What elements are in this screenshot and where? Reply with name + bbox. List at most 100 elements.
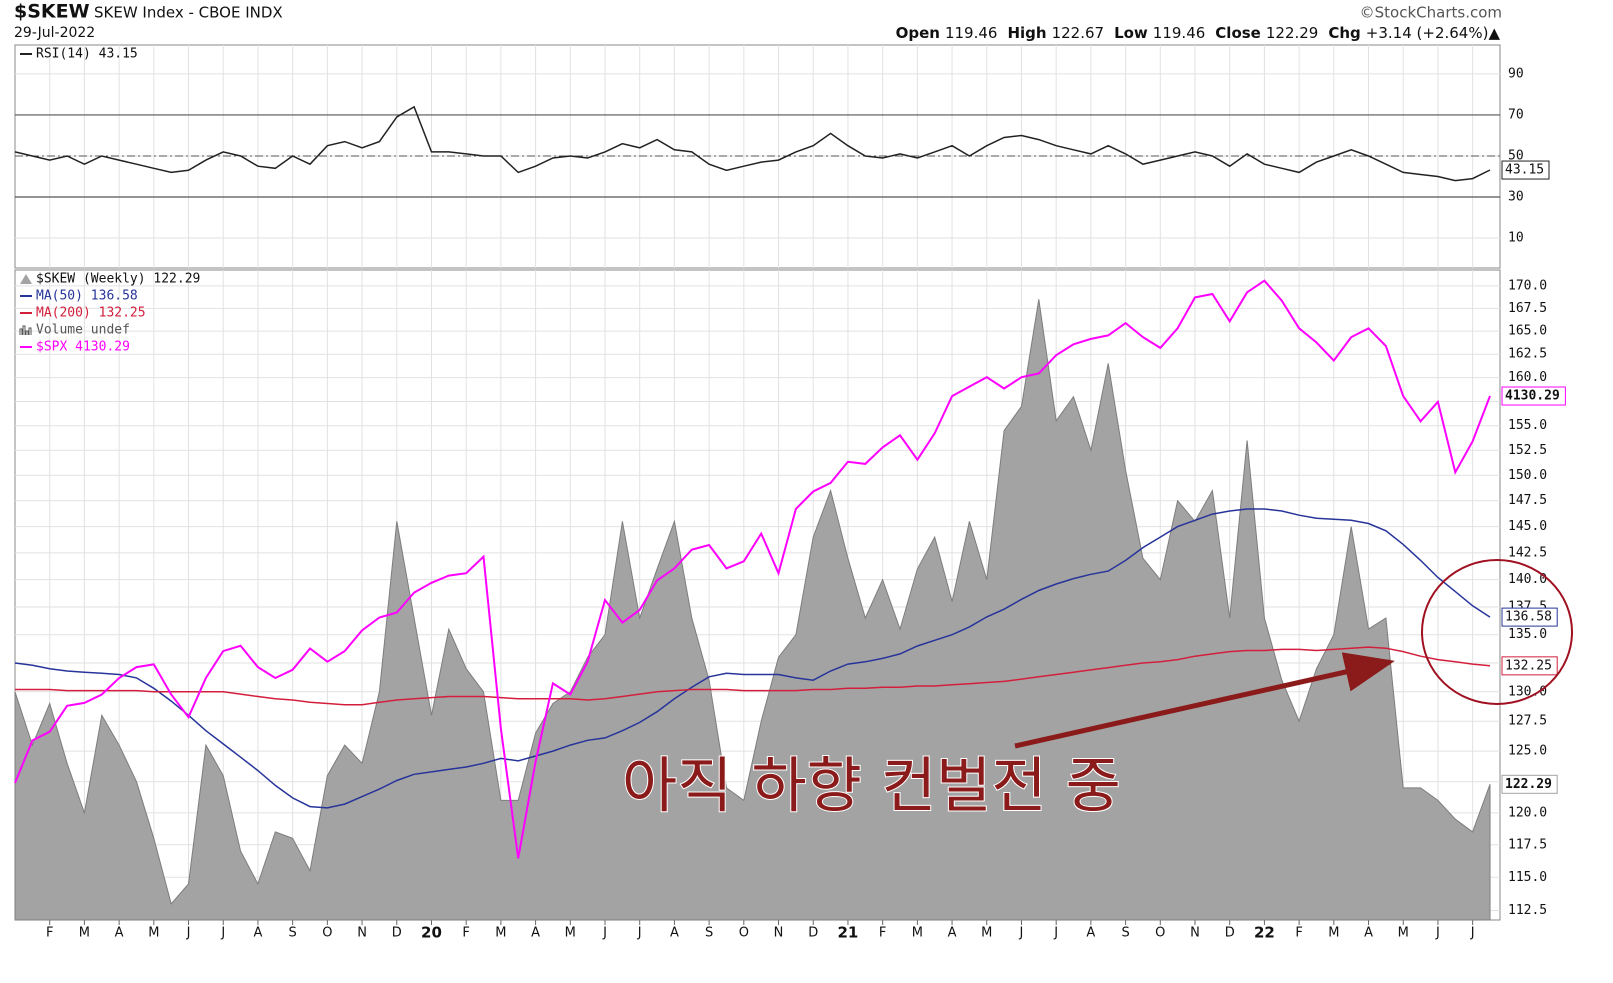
rsi-panel: [14, 44, 1501, 269]
legend-label: Volume undef: [36, 323, 130, 338]
y-tick-label: 160.0: [1508, 370, 1547, 385]
x-tick-label: J: [1053, 926, 1058, 941]
x-tick-label: S: [289, 926, 297, 941]
x-tick-label: J: [1470, 926, 1475, 941]
area: [14, 299, 1491, 921]
last-value-box: [1501, 656, 1558, 676]
x-tick-label: M: [565, 926, 576, 941]
y-tick-label: 135.0: [1508, 627, 1547, 642]
y-tick-label: 10: [1508, 231, 1524, 246]
quote-label: Chg: [1328, 24, 1360, 42]
x-tick-label: J: [637, 926, 642, 941]
x-tick-label: J: [186, 926, 191, 941]
x-tick-label: A: [1364, 926, 1373, 941]
arrow: [1014, 652, 1395, 749]
x-tick-label: M: [495, 926, 506, 941]
quote-value: 119.46: [945, 24, 998, 42]
x-tick-label: N: [774, 926, 784, 941]
y-tick-label: 147.5: [1508, 493, 1547, 508]
x-tick-label: D: [1225, 926, 1235, 941]
quote-label: Close: [1215, 24, 1261, 42]
x-tick-label: N: [1190, 926, 1200, 941]
y-tick-label: 162.5: [1508, 347, 1547, 362]
y-tick-label: 30: [1508, 190, 1524, 205]
x-tick-label: J: [602, 926, 607, 941]
last-value-box: [1501, 160, 1550, 180]
quote: Open 119.46 High 122.67 Low 119.46 Close 122.29…: [896, 24, 1501, 42]
x-tick-label: F: [1295, 926, 1302, 941]
last-value-label: 132.25: [1505, 658, 1552, 673]
y-tick-label: 155.0: [1508, 418, 1547, 433]
quote-label: Open: [896, 24, 940, 42]
x-tick-label: A: [670, 926, 679, 941]
legend-label: $SKEW (Weekly) 122.29: [36, 272, 200, 287]
y-tick-label: 167.5: [1508, 301, 1547, 316]
legend-label: RSI(14) 43.15: [36, 47, 138, 62]
x-tick-label: O: [739, 926, 749, 941]
line: [15, 646, 1491, 706]
x-tick-label: M: [1398, 926, 1409, 941]
legend-icon: [19, 325, 32, 335]
line: [14, 105, 1491, 182]
circle: [1421, 559, 1573, 705]
annotation: 아직 하향 컨벌전 중: [622, 752, 1121, 822]
line: [14, 279, 1491, 859]
x-tick-label: M: [148, 926, 159, 941]
x-tick-label: 22: [1254, 924, 1275, 942]
y-tick-label: 165.0: [1508, 324, 1547, 339]
x-tick-label: A: [531, 926, 540, 941]
y-tick-label: 170.0: [1508, 278, 1547, 293]
legend-icon: [20, 274, 32, 284]
last-value-label: 122.29: [1505, 777, 1552, 792]
last-value-box: [1501, 774, 1558, 794]
y-tick-label: 117.5: [1508, 837, 1547, 852]
y-tick-label: 130.0: [1508, 684, 1547, 699]
last-value-box: [1501, 607, 1558, 627]
y-tick-label: 90: [1508, 66, 1524, 81]
last-value-label: 43.15: [1505, 163, 1544, 178]
x-tick-label: S: [1121, 926, 1129, 941]
y-tick-label: 145.0: [1508, 519, 1547, 534]
y-tick-label: 125.0: [1508, 744, 1547, 759]
x-tick-label: M: [912, 926, 923, 941]
x-tick-label: A: [1086, 926, 1095, 941]
legend-label: $SPX 4130.29: [36, 340, 130, 355]
y-tick-label: 152.5: [1508, 443, 1547, 458]
y-tick-label: 140.0: [1508, 572, 1547, 587]
last-value-box: [1501, 386, 1566, 406]
quote-value: +3.14 (+2.64%)▲: [1366, 24, 1501, 42]
source: ©StockCharts.com: [1360, 4, 1502, 22]
quote-label: Low: [1114, 24, 1148, 42]
y-tick-label: 115.0: [1508, 870, 1547, 885]
y-tick-label: 150.0: [1508, 468, 1547, 483]
y-tick-label: 70: [1508, 107, 1524, 122]
quote-value: 122.67: [1052, 24, 1105, 42]
x-tick-label: S: [705, 926, 713, 941]
x-tick-label: J: [220, 926, 225, 941]
line: [14, 508, 1491, 809]
quote-value: 119.46: [1153, 24, 1206, 42]
symbol: $SKEW: [14, 1, 90, 23]
y-tick-label: 142.5: [1508, 545, 1547, 560]
quote-value: 122.29: [1266, 24, 1319, 42]
symbol-name: SKEW Index - CBOE INDX: [94, 4, 283, 22]
x-tick-label: J: [1019, 926, 1024, 941]
last-value-label: 136.58: [1505, 610, 1552, 625]
x-tick-label: F: [879, 926, 886, 941]
legend-label: MA(200) 132.25: [36, 306, 146, 321]
x-tick-label: N: [357, 926, 367, 941]
date: 29-Jul-2022: [14, 25, 95, 41]
last-value-label: 4130.29: [1505, 389, 1560, 404]
y-tick-label: 50: [1508, 148, 1524, 163]
x-tick-label: J: [1435, 926, 1440, 941]
x-tick-label: 20: [421, 924, 442, 942]
quote-label: High: [1007, 24, 1046, 42]
y-tick-label: 127.5: [1508, 714, 1547, 729]
x-tick-label: A: [948, 926, 957, 941]
x-tick-label: O: [322, 926, 332, 941]
x-tick-label: D: [808, 926, 818, 941]
legend-label: MA(50) 136.58: [36, 289, 138, 304]
x-tick-label: M: [79, 926, 90, 941]
x-tick-label: A: [115, 926, 124, 941]
